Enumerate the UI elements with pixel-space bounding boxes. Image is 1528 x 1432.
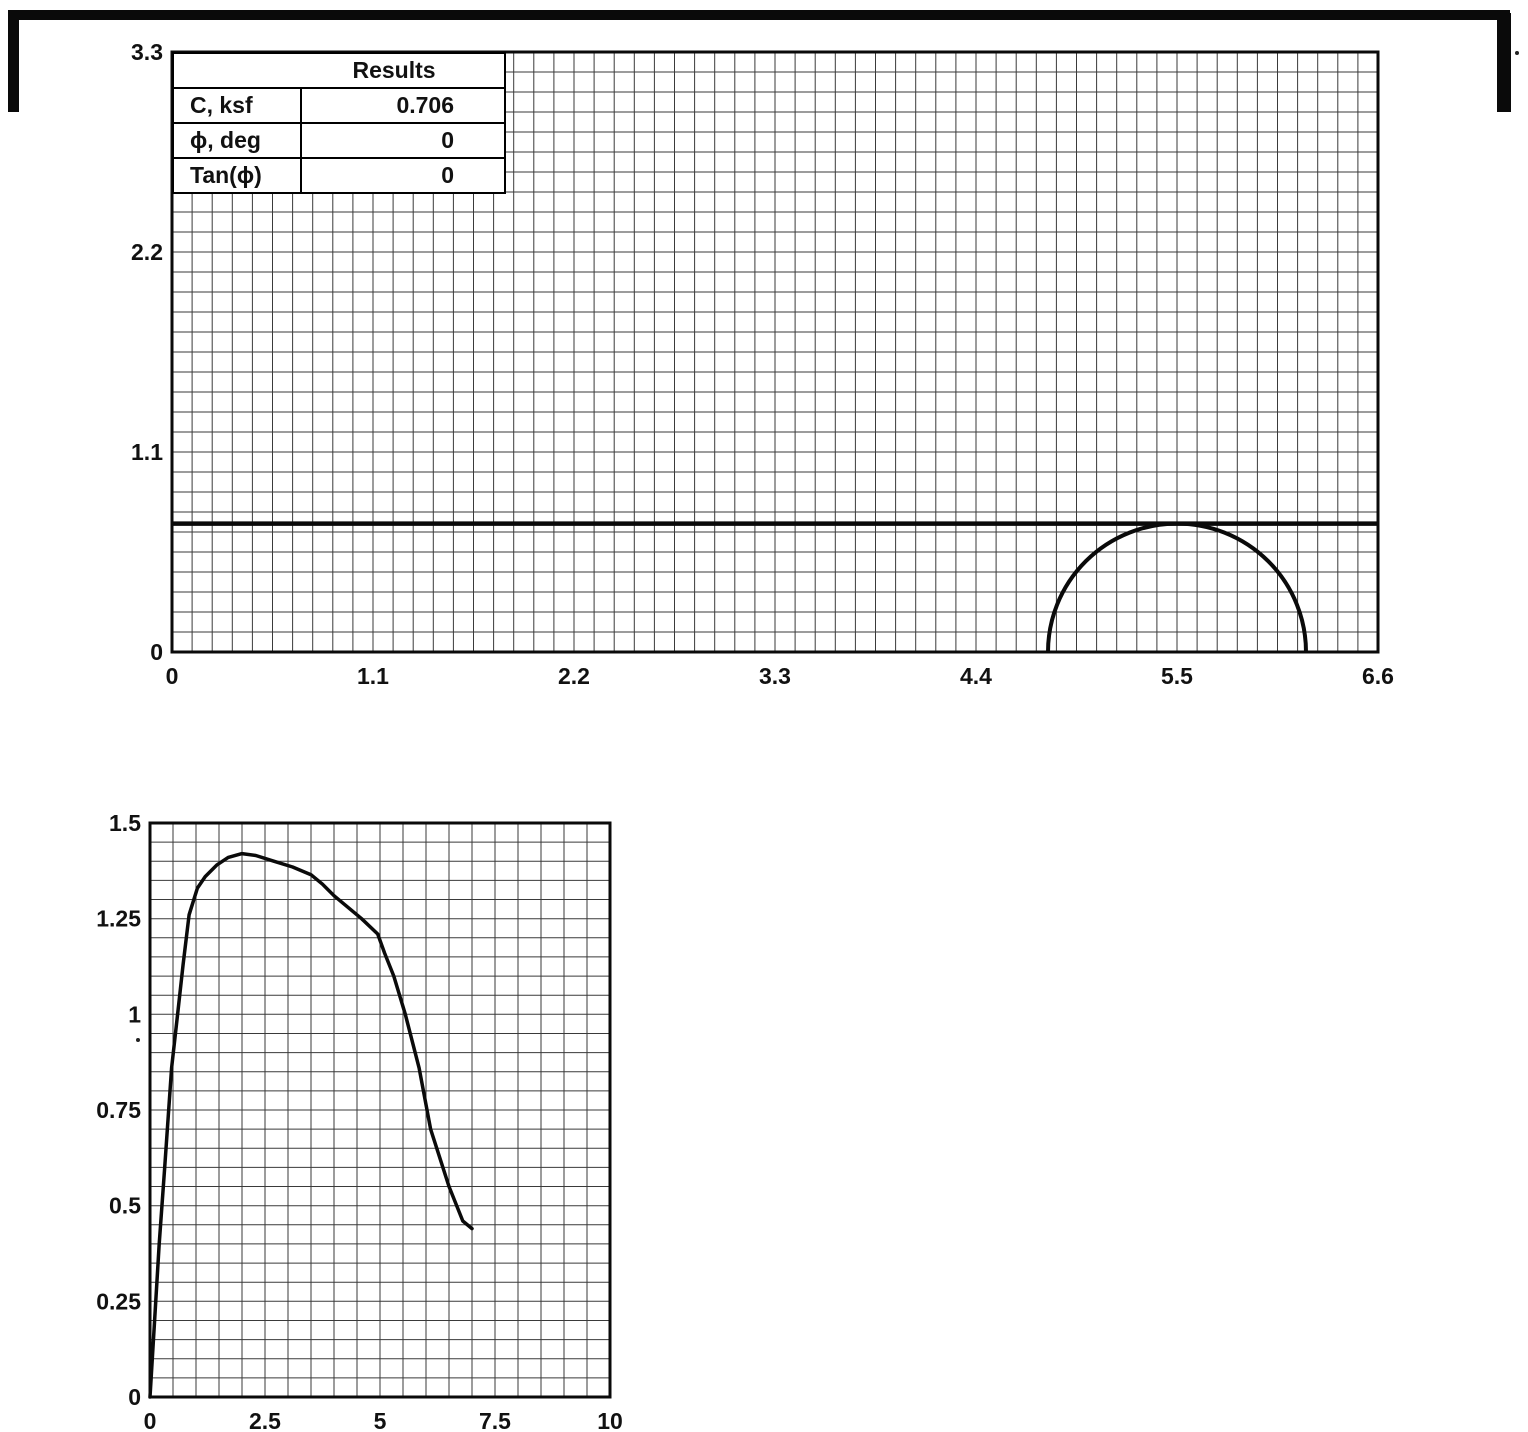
plot-border (148, 821, 612, 1399)
x-tick-label: 4.4 (960, 663, 992, 689)
x-tick-label: 7.5 (479, 1408, 511, 1432)
results-table-header-row: Results (172, 52, 506, 89)
mohr-circle (1046, 521, 1308, 653)
stress-strain-plot: 0 2.5 5 7.5 10 0 0.25 0.5 0.75 1 1.25 1.5 (96, 810, 623, 1432)
scan-edge-right-bar (1497, 13, 1511, 112)
x-tick-label: 6.6 (1362, 663, 1394, 689)
y-tick-label: 0.75 (96, 1097, 141, 1123)
y-tick-label: 1 (128, 1001, 141, 1027)
y-tick-label: 0.25 (96, 1288, 141, 1314)
scan-speck (136, 1038, 140, 1042)
y-tick-label: 2.2 (131, 239, 163, 265)
x-tick-label: 1.1 (357, 663, 389, 689)
plot-border (170, 50, 1380, 654)
x-tick-label: 2.5 (249, 1408, 281, 1432)
y-tick-label: 0 (128, 1384, 141, 1410)
y-tick-label: 1.1 (131, 439, 163, 465)
x-tick-label: 5.5 (1161, 663, 1193, 689)
x-tick-label: 3.3 (759, 663, 791, 689)
results-table: Results C, ksf 0.706 ϕ, deg 0 Tan(ϕ) 0 (172, 52, 506, 194)
stress-strain-chart: 0 2.5 5 7.5 10 0 0.25 0.5 0.75 1 1.25 1.5 (96, 810, 623, 1432)
y-tick-label: 1.5 (109, 810, 141, 836)
cohesion-value: 0.706 (300, 87, 506, 124)
y-tick-label: 0.5 (109, 1193, 141, 1219)
cohesion-label: C, ksf (172, 87, 302, 124)
scan-edge-left-bar (8, 10, 19, 112)
scan-edge-top-bar (8, 10, 1510, 20)
tan-phi-value: 0 (300, 157, 506, 194)
y-tick-label: 1.25 (96, 906, 141, 932)
results-table-title: Results (172, 52, 506, 89)
x-tick-label: 10 (597, 1408, 623, 1432)
table-row: C, ksf 0.706 (172, 87, 506, 124)
scan-speck (1515, 51, 1519, 55)
table-row: ϕ, deg 0 (172, 122, 506, 159)
x-tick-label: 0 (144, 1408, 157, 1432)
table-row: Tan(ϕ) 0 (172, 157, 506, 194)
y-tick-label: 0 (150, 639, 163, 665)
mohr-circle-chart: 0 1.1 2.2 3.3 4.4 5.5 6.6 0 1.1 2.2 3.3 Results C,… (131, 39, 1394, 689)
x-tick-label: 0 (166, 663, 179, 689)
y-tick-label: 3.3 (131, 39, 163, 65)
grid-lines (149, 822, 611, 1398)
tan-phi-label: Tan(ϕ) (172, 157, 302, 194)
x-tick-label: 5 (374, 1408, 387, 1432)
stress-strain-curve (148, 851, 474, 1399)
phi-value: 0 (300, 122, 506, 159)
x-tick-label: 2.2 (558, 663, 590, 689)
mohr-circle-plot: 0 1.1 2.2 3.3 4.4 5.5 6.6 0 1.1 2.2 3.3 (131, 39, 1394, 689)
phi-label: ϕ, deg (172, 122, 302, 159)
